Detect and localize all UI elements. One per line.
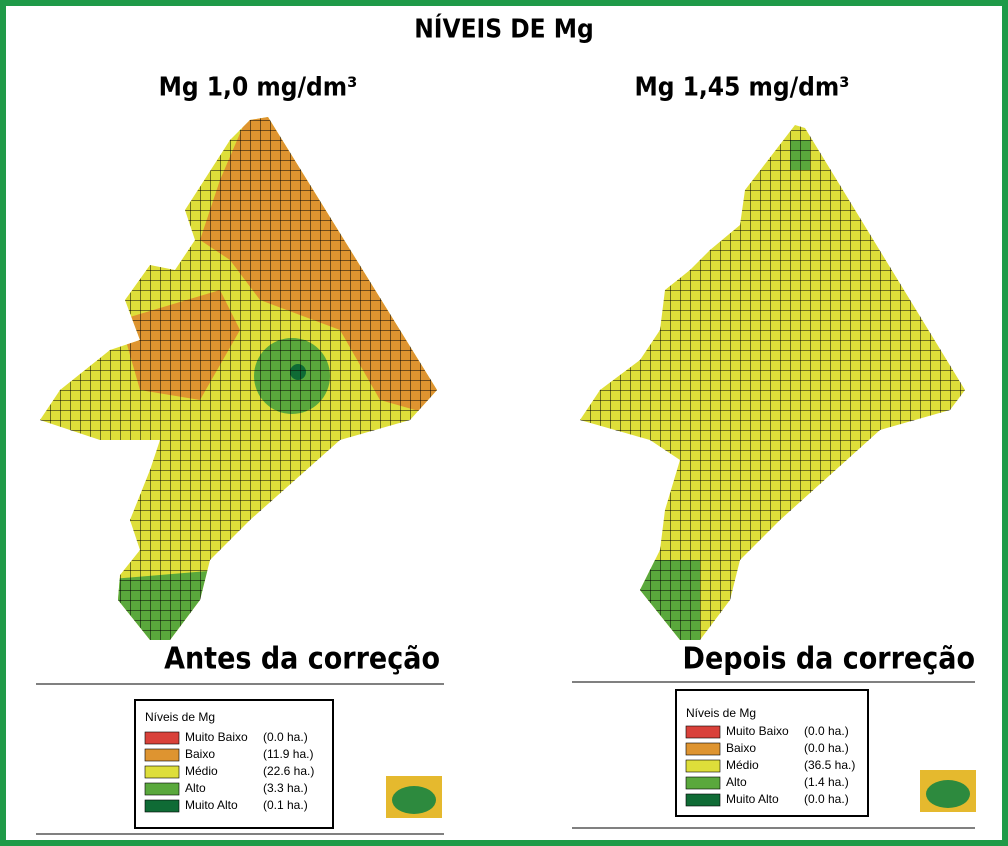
legend-label: Alto	[726, 775, 747, 789]
legend-label: Baixo	[726, 741, 756, 755]
legend-swatch	[685, 776, 721, 790]
legend-swatch	[144, 748, 180, 762]
legend-label: Médio	[185, 764, 218, 778]
legend-label: Muito Baixo	[726, 724, 789, 738]
legend-swatch	[144, 765, 180, 779]
legend-title: Níveis de Mg	[686, 706, 756, 720]
caption: Antes da correção	[164, 642, 440, 677]
legend-area: (0.0 ha.)	[804, 792, 849, 806]
legend-swatch	[144, 799, 180, 813]
legend-label: Muito Alto	[726, 792, 779, 806]
subtitle: Mg 1,45 mg/dm³	[634, 73, 849, 103]
logo	[386, 776, 442, 818]
legend-swatch	[685, 742, 721, 756]
legend-area: (36.5 ha.)	[804, 758, 855, 772]
legend-label: Médio	[726, 758, 759, 772]
legend-area: (0.0 ha.)	[804, 724, 849, 738]
legend-area: (0.1 ha.)	[263, 798, 308, 812]
legend-label: Muito Alto	[185, 798, 238, 812]
logo	[920, 770, 976, 812]
legend-area: (1.4 ha.)	[804, 775, 849, 789]
legend-area: (22.6 ha.)	[263, 764, 314, 778]
legend-swatch	[144, 782, 180, 796]
legend-swatch	[144, 731, 180, 745]
caption: Depois da correção	[683, 642, 975, 677]
legend-area: (0.0 ha.)	[263, 730, 308, 744]
legend-area: (3.3 ha.)	[263, 781, 308, 795]
legend-swatch	[685, 793, 721, 807]
legend-label: Baixo	[185, 747, 215, 761]
legend-area: (11.9 ha.)	[263, 747, 313, 761]
title: NÍVEIS DE Mg	[414, 13, 594, 45]
legend-label: Muito Baixo	[185, 730, 248, 744]
legend-title: Níveis de Mg	[145, 710, 215, 724]
legend-label: Alto	[185, 781, 206, 795]
legend-swatch	[685, 725, 721, 739]
subtitle: Mg 1,0 mg/dm³	[159, 73, 358, 103]
legend-area: (0.0 ha.)	[804, 741, 849, 755]
legend-swatch	[685, 759, 721, 773]
